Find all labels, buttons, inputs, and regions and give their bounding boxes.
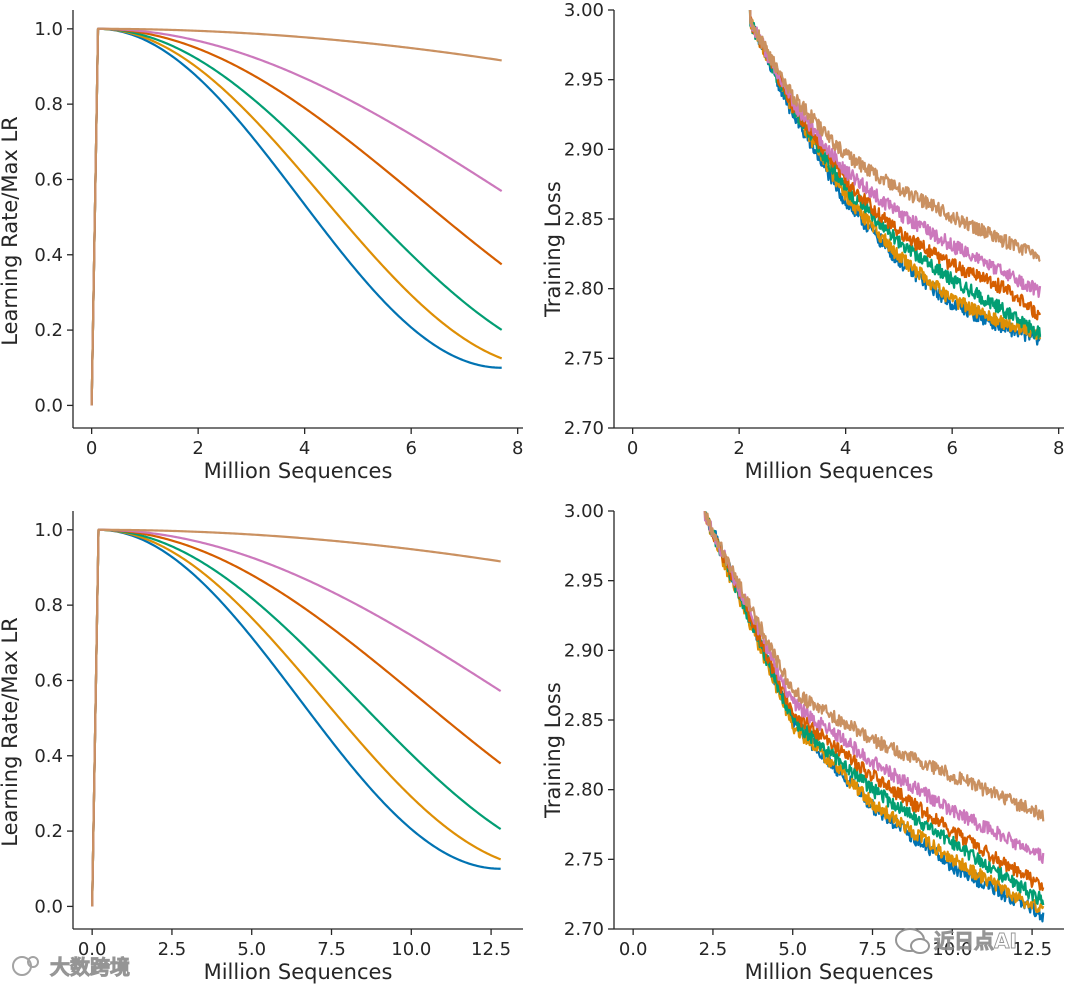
y-tick-label: 2.70 [564,418,604,439]
y-tick-label: 0.6 [34,670,63,691]
y-tick-label: 0.0 [34,395,63,416]
x-tick-label: 12.5 [471,939,511,960]
series-line-4 [749,10,1042,321]
x-axis-label: Million Sequences [745,960,934,984]
training-loss-top-panel: 0 2 4 6 8 2.70 2.75 2.80 2.85 2.90 2.95 3.00 Million… [541,0,1064,483]
watermark-right-text: 近日点AI [934,929,1017,953]
watermark-left-logo-icon-dot [27,956,39,968]
training-loss-bottom-panel: 0.0 2.5 5.0 7.5 10.0 12.5 2.70 2.75 2.80 2.85 2.90… [541,501,1064,984]
x-axis-label: Million Sequences [745,459,934,483]
y-tick-label: 2.70 [564,919,604,940]
lr-schedule-top-panel: 0 2 4 6 8 0.0 0.2 0.4 0.6 0.8 1.0 Million Sequences… [0,10,523,483]
y-tick-label: 2.95 [564,70,604,91]
series-line-1 [90,27,502,406]
y-tick-label: 2.75 [564,849,604,870]
y-tick-label: 2.75 [564,348,604,369]
watermark-left-text: 大数跨境 [50,955,130,979]
lr-schedule-bottom-panel: 0.0 2.5 5.0 7.5 10.0 12.5 0.0 0.2 0.4 0.6 0.8 1.0 Mi… [0,511,523,984]
series-line-6 [703,511,1045,822]
x-tick-label: 6 [405,438,416,459]
y-tick-label: 2.85 [564,710,604,731]
x-tick-label: 10.0 [391,939,431,960]
y-tick-label: 0.8 [34,595,63,616]
series-line-4 [703,511,1045,892]
y-tick-label: 2.95 [564,571,604,592]
watermark-left: 大数跨境 [12,955,130,979]
series-line-3 [91,528,502,907]
x-tick-label: 7.5 [317,939,346,960]
x-tick-label: 7.5 [858,939,887,960]
x-tick-label: 8 [512,438,523,459]
y-tick-label: 0.0 [34,896,63,917]
y-tick-label: 0.2 [34,320,63,341]
series-line-1 [91,528,501,907]
x-tick-label: 2.5 [158,939,187,960]
y-tick-label: 2.80 [564,780,604,801]
x-axis-label: Million Sequences [204,459,393,483]
y-tick-label: 1.0 [34,520,63,541]
x-tick-label: 6 [946,438,957,459]
x-tick-label: 4 [299,438,310,459]
y-axis-label: Learning Rate/Max LR [0,617,22,846]
y-tick-label: 2.90 [564,640,604,661]
x-tick-label: 4 [840,438,851,459]
y-tick-label: 0.6 [34,169,63,190]
x-tick-label: 2 [192,438,203,459]
x-tick-label: 0 [86,438,97,459]
y-axis-label: Learning Rate/Max LR [0,116,22,345]
series-line-2 [91,528,502,907]
y-axis-label: Training Loss [541,181,565,318]
x-tick-label: 12.5 [1012,939,1052,960]
series-line-5 [703,511,1045,865]
x-tick-label: 2.5 [699,939,728,960]
series-line-5 [91,528,502,907]
x-tick-label: 8 [1053,438,1064,459]
y-tick-label: 0.8 [34,94,63,115]
x-tick-label: 0.0 [78,939,107,960]
y-tick-label: 1.0 [34,19,63,40]
series-group [91,528,502,907]
x-tick-label: 0.0 [619,939,648,960]
x-axis-label: Million Sequences [204,960,393,984]
y-tick-label: 2.85 [564,209,604,230]
x-tick-label: 0 [627,438,638,459]
x-tick-label: 5.0 [778,939,807,960]
y-tick-label: 3.00 [564,0,604,21]
series-line-3 [90,27,503,406]
y-axis-label: Training Loss [541,682,565,819]
x-tick-label: 10.0 [932,939,972,960]
y-tick-label: 2.80 [564,279,604,300]
series-group [90,27,503,406]
series-line-6 [90,27,502,406]
series-line-5 [90,27,503,406]
series-line-2 [90,27,503,406]
series-group [703,511,1045,923]
series-line-6 [748,10,1041,263]
watermark-right: 近日点AI [895,928,1017,954]
series-line-4 [91,528,502,907]
y-tick-label: 3.00 [564,501,604,522]
series-group [748,10,1042,346]
y-tick-label: 0.4 [34,245,63,266]
x-tick-label: 2 [733,438,744,459]
y-tick-label: 2.90 [564,139,604,160]
y-tick-label: 0.4 [34,746,63,767]
x-tick-label: 5.0 [237,939,266,960]
wechat-logo-icon-inner [910,938,930,954]
series-line-6 [91,528,501,907]
y-tick-label: 0.2 [34,821,63,842]
series-line-4 [90,27,503,406]
